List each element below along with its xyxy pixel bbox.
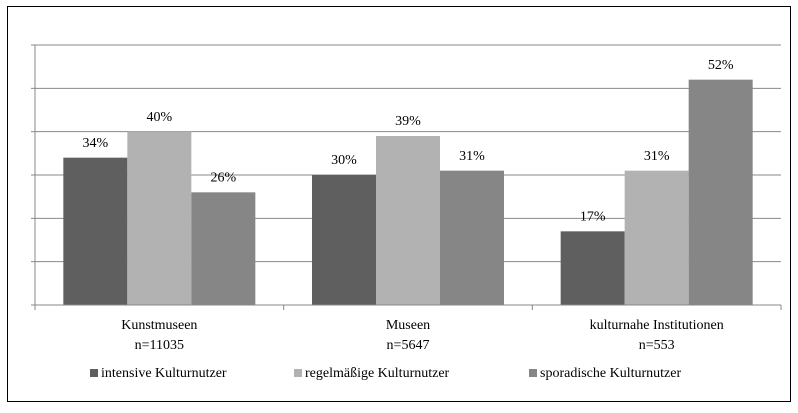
data-label: 40% bbox=[146, 110, 172, 125]
bar bbox=[63, 157, 128, 305]
data-label: 31% bbox=[644, 149, 670, 164]
bar bbox=[376, 136, 440, 305]
legend-label: intensive Kulturnutzer bbox=[101, 366, 227, 381]
data-label: 17% bbox=[580, 210, 606, 225]
legend-swatch bbox=[529, 369, 537, 377]
legend-swatch bbox=[294, 369, 302, 377]
bar bbox=[624, 170, 689, 305]
data-label: 30% bbox=[331, 153, 357, 168]
data-label: 39% bbox=[395, 114, 421, 129]
legend-label: sporadische Kulturnutzer bbox=[540, 366, 681, 381]
legend-label: regelmäßige Kulturnutzer bbox=[305, 366, 450, 381]
bar bbox=[560, 231, 625, 305]
x-tick-label: Kunstmuseen bbox=[121, 318, 197, 333]
x-tick-count: n=553 bbox=[639, 338, 675, 353]
data-label: 34% bbox=[82, 136, 108, 151]
x-tick-label: Museen bbox=[386, 318, 430, 333]
x-tick-count: n=5647 bbox=[387, 338, 430, 353]
x-tick-count: n=11035 bbox=[135, 338, 184, 353]
bar bbox=[127, 131, 192, 305]
legend-swatch bbox=[90, 369, 98, 377]
bar bbox=[688, 79, 753, 306]
bar bbox=[312, 175, 376, 305]
x-tick-label: kulturnahe Institutionen bbox=[590, 318, 724, 333]
bar bbox=[440, 170, 504, 305]
data-label: 52% bbox=[708, 58, 734, 73]
bar bbox=[191, 192, 256, 305]
data-label: 31% bbox=[459, 149, 485, 164]
data-label: 26% bbox=[210, 171, 236, 186]
